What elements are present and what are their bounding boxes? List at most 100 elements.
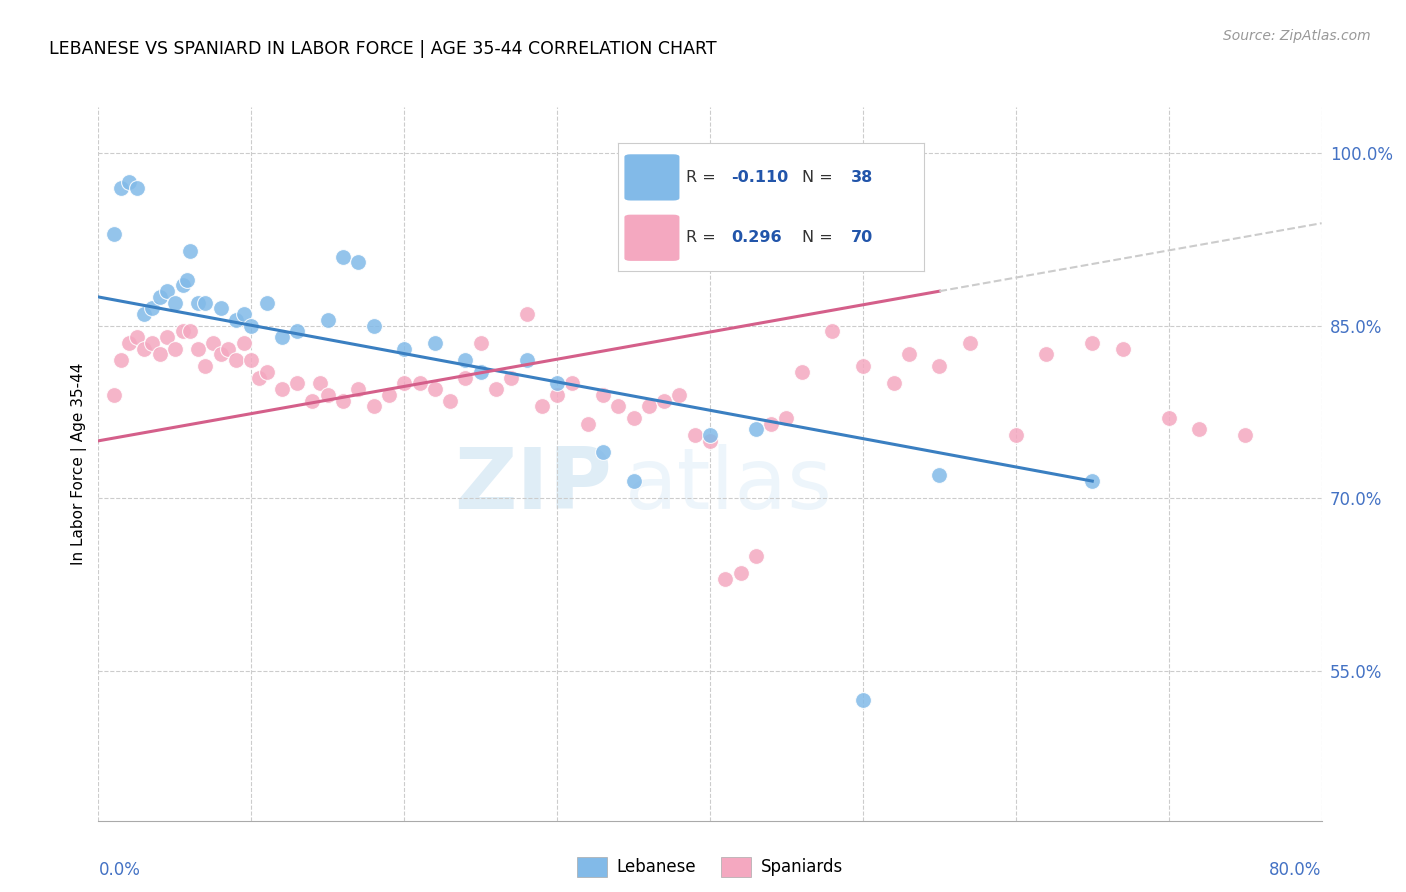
Text: 80.0%: 80.0% [1270, 861, 1322, 879]
Point [240, 318, 263, 333]
Point [225, 313, 247, 327]
Point [852, 359, 875, 373]
Text: Source: ZipAtlas.com: Source: ZipAtlas.com [1223, 29, 1371, 44]
Point [172, 325, 194, 339]
Point [928, 468, 950, 483]
Point [652, 393, 675, 408]
Point [149, 347, 172, 361]
Point [576, 417, 599, 431]
Point [668, 388, 690, 402]
Point [530, 399, 553, 413]
Point [156, 330, 179, 344]
Point [176, 273, 198, 287]
Point [730, 566, 752, 581]
Point [118, 175, 141, 189]
Point [270, 382, 294, 396]
Point [470, 365, 492, 379]
Point [110, 180, 132, 194]
Point [683, 428, 706, 442]
Point [172, 278, 194, 293]
Point [125, 180, 148, 194]
Point [209, 347, 232, 361]
Point [309, 376, 332, 391]
Point [141, 336, 163, 351]
Point [156, 284, 179, 298]
Point [240, 353, 263, 368]
Point [225, 353, 247, 368]
Point [1081, 336, 1104, 351]
Point [699, 428, 721, 442]
Point [347, 255, 370, 269]
Point [928, 359, 950, 373]
Point [546, 388, 568, 402]
Point [187, 295, 209, 310]
Point [546, 376, 568, 391]
Point [347, 382, 370, 396]
Point [1035, 347, 1057, 361]
Point [134, 342, 156, 356]
Point [439, 393, 461, 408]
Text: ZIP: ZIP [454, 443, 612, 527]
Point [1004, 428, 1026, 442]
Point [1234, 428, 1257, 442]
Point [163, 295, 186, 310]
Point [485, 382, 508, 396]
Point [194, 359, 217, 373]
Y-axis label: In Labor Force | Age 35-44: In Labor Force | Age 35-44 [72, 363, 87, 565]
Point [516, 353, 538, 368]
Point [592, 445, 614, 459]
Point [392, 376, 416, 391]
Point [821, 325, 844, 339]
Point [232, 307, 254, 321]
Point [790, 365, 813, 379]
Point [316, 313, 339, 327]
Point [217, 342, 239, 356]
Point [852, 693, 875, 707]
Point [561, 376, 583, 391]
Point [110, 353, 132, 368]
Point [637, 399, 661, 413]
Text: atlas: atlas [624, 443, 832, 527]
Text: 0.0%: 0.0% [98, 861, 141, 879]
Point [285, 376, 308, 391]
Point [699, 434, 721, 448]
Point [392, 342, 416, 356]
Point [332, 250, 354, 264]
Point [423, 336, 446, 351]
Point [270, 330, 294, 344]
Point [134, 307, 156, 321]
Legend: Lebanese, Spaniards: Lebanese, Spaniards [569, 850, 851, 884]
Point [256, 295, 278, 310]
Point [516, 307, 538, 321]
Point [141, 301, 163, 316]
Point [1188, 422, 1211, 436]
Point [775, 410, 797, 425]
Point [363, 318, 385, 333]
Point [378, 388, 401, 402]
Point [454, 353, 477, 368]
Point [607, 399, 630, 413]
Point [103, 388, 125, 402]
Point [623, 474, 645, 488]
Point [194, 295, 217, 310]
Point [179, 325, 201, 339]
Point [745, 549, 768, 563]
Point [187, 342, 209, 356]
Point [761, 417, 783, 431]
Point [959, 336, 981, 351]
Point [423, 382, 446, 396]
Point [179, 244, 201, 258]
Point [623, 410, 645, 425]
Point [1112, 342, 1135, 356]
Point [118, 336, 141, 351]
Point [285, 325, 308, 339]
Point [745, 422, 768, 436]
Point [163, 342, 186, 356]
Point [408, 376, 430, 391]
Point [103, 227, 125, 241]
Text: LEBANESE VS SPANIARD IN LABOR FORCE | AGE 35-44 CORRELATION CHART: LEBANESE VS SPANIARD IN LABOR FORCE | AG… [49, 40, 717, 58]
Point [125, 330, 148, 344]
Point [714, 572, 737, 586]
Point [232, 336, 254, 351]
Point [1157, 410, 1180, 425]
